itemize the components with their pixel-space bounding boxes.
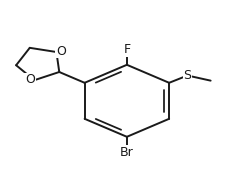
Text: O: O xyxy=(56,45,66,58)
Text: Br: Br xyxy=(120,146,134,159)
Text: F: F xyxy=(123,43,131,56)
Text: S: S xyxy=(183,69,192,82)
Text: O: O xyxy=(25,73,35,86)
